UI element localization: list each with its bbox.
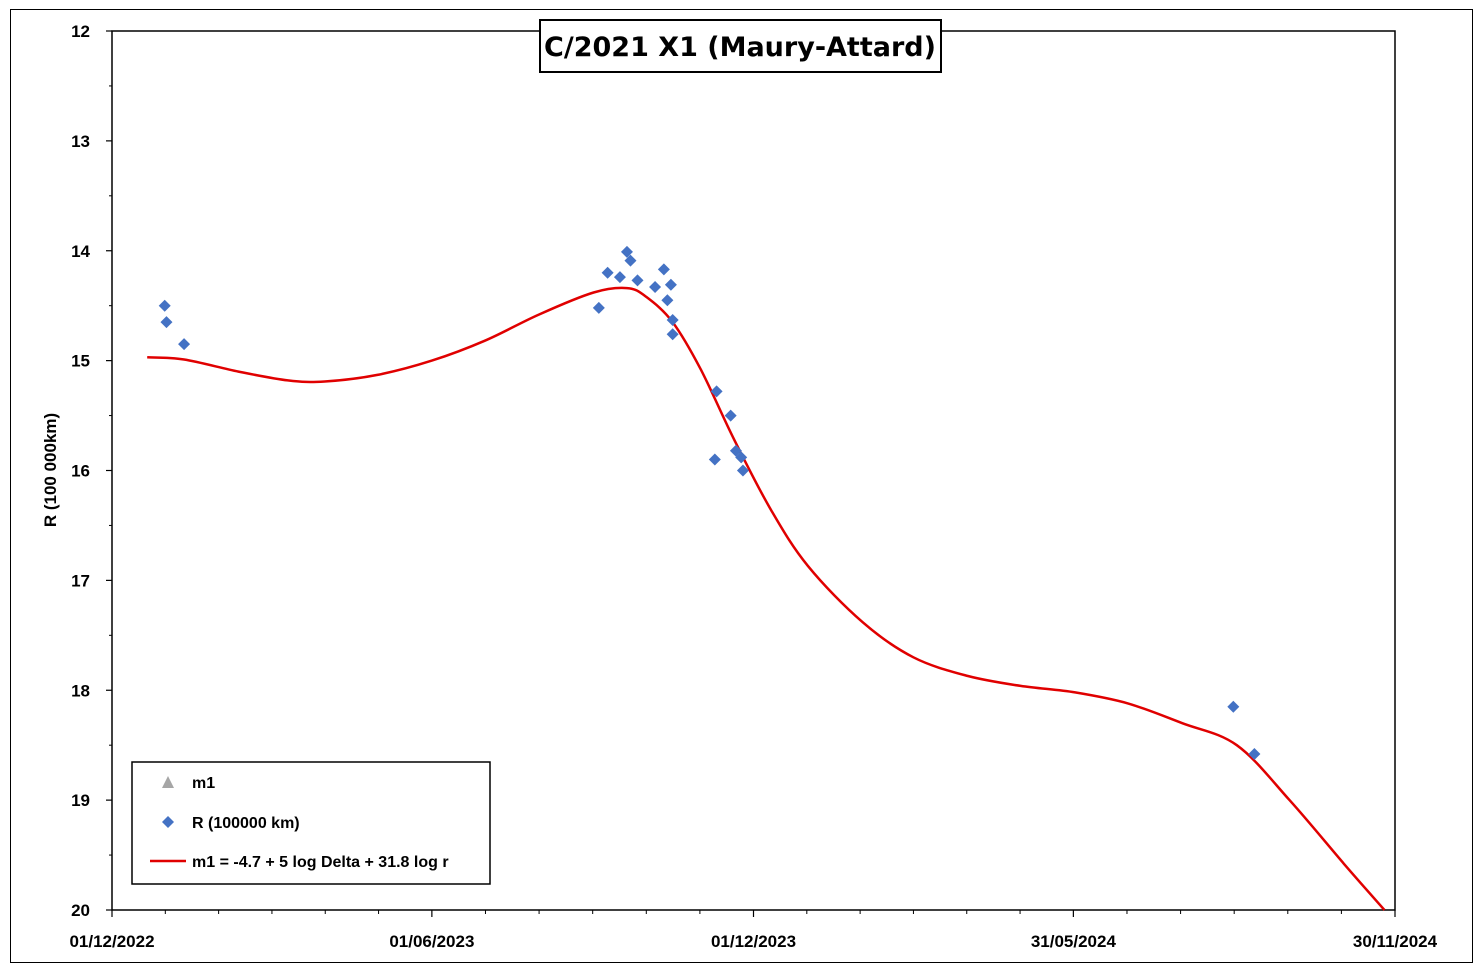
data-point: [708, 453, 721, 466]
y-tick-label: 12: [71, 22, 90, 41]
legend-label-m1: m1: [192, 775, 215, 792]
data-point: [657, 263, 670, 276]
x-tick-label: 31/05/2024: [1031, 932, 1117, 951]
series-layer: [147, 245, 1386, 911]
data-point: [620, 245, 633, 258]
x-tick-label: 01/06/2023: [389, 932, 474, 951]
y-axis-title: R (100 000km): [41, 413, 60, 527]
chart-title-box: C/2021 X1 (Maury-Attard): [539, 19, 942, 73]
data-point: [649, 281, 662, 294]
data-point: [664, 278, 677, 291]
x-axis: 01/12/2022 01/06/2023 01/12/2023 31/05/2024…: [69, 910, 1438, 951]
data-point: [624, 254, 637, 267]
y-tick-label: 16: [71, 462, 90, 481]
legend-box: [131, 761, 491, 885]
data-point: [724, 409, 737, 422]
chart-title: C/2021 X1 (Maury-Attard): [544, 32, 936, 63]
legend-label-fit: m1 = -4.7 + 5 log Delta + 31.8 log r: [192, 854, 449, 871]
y-tick-label: 19: [71, 791, 90, 810]
data-point: [1248, 747, 1261, 760]
fit-curve: [147, 286, 1386, 911]
data-point: [666, 328, 679, 341]
y-axis: 12 13 14 15 16 17 18 19 20: [71, 22, 112, 920]
legend-label-r: R (100000 km): [192, 815, 300, 832]
data-point: [735, 451, 748, 464]
legend: m1 R (100000 km) m1 = -4.7 + 5 log Delta…: [131, 761, 491, 885]
y-tick-label: 14: [71, 242, 90, 261]
data-point: [661, 294, 674, 307]
data-point: [666, 313, 679, 326]
x-tick-label: 01/12/2022: [69, 932, 154, 951]
y-tick-label: 13: [71, 132, 90, 151]
y-tick-label: 18: [71, 681, 90, 700]
data-point: [160, 316, 173, 329]
chart-frame: [10, 9, 1473, 963]
data-point: [736, 464, 749, 477]
data-point: [631, 274, 644, 287]
data-point: [601, 266, 614, 279]
y-tick-label: 20: [71, 901, 90, 920]
data-point: [613, 271, 626, 284]
data-point: [592, 301, 605, 314]
chart-title-border: [539, 19, 942, 73]
y-tick-label: 17: [71, 571, 90, 590]
data-point: [158, 299, 171, 312]
x-tick-label: 30/11/2024: [1353, 932, 1438, 951]
x-tick-label: 01/12/2023: [711, 932, 796, 951]
data-point: [710, 385, 723, 398]
data-point: [178, 338, 191, 351]
y-tick-label: 15: [71, 352, 90, 371]
legend-triangle-marker: [162, 776, 174, 788]
data-point: [1227, 700, 1240, 713]
legend-diamond-marker: [162, 816, 174, 828]
